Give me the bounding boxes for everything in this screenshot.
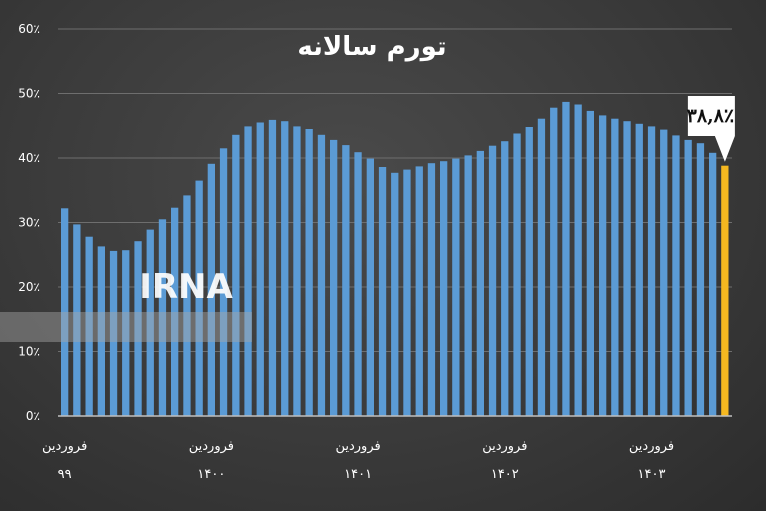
bar xyxy=(378,167,387,416)
y-tick-label: 20٪ xyxy=(18,280,40,294)
bar xyxy=(158,219,167,416)
bar xyxy=(415,166,423,416)
callout-label: ۳۸,۸٪ xyxy=(687,105,734,127)
bar xyxy=(268,119,277,417)
bar xyxy=(219,148,228,417)
bar xyxy=(85,236,93,416)
bar xyxy=(550,107,558,416)
x-tick-month: فروردین xyxy=(629,439,674,454)
bar xyxy=(97,246,105,416)
x-tick-year: ۱۴۰۱ xyxy=(344,467,372,482)
bar xyxy=(73,224,81,416)
bar xyxy=(476,150,484,416)
bar xyxy=(207,163,215,416)
chart-title: تورم سالانه xyxy=(297,32,446,62)
bar xyxy=(232,134,240,417)
bar xyxy=(452,158,460,416)
bar xyxy=(171,207,179,416)
x-tick-year: ۱۴۰۲ xyxy=(491,467,519,482)
x-tick-year: ۱۴۰۰ xyxy=(197,467,225,482)
bar xyxy=(195,180,203,416)
bar xyxy=(696,143,705,416)
bar xyxy=(366,158,374,416)
bar xyxy=(574,104,582,416)
bar xyxy=(305,129,313,416)
y-tick-label: 60٪ xyxy=(18,22,40,36)
y-tick-label: 0٪ xyxy=(26,409,40,423)
bar xyxy=(342,145,350,416)
bar xyxy=(635,123,643,417)
y-tick-label: 30٪ xyxy=(18,216,40,230)
bar xyxy=(146,229,154,416)
bar xyxy=(611,118,619,416)
bar xyxy=(317,134,326,417)
bar xyxy=(440,161,448,416)
bar xyxy=(647,126,656,417)
bar xyxy=(623,121,631,416)
bar xyxy=(244,126,252,417)
bar xyxy=(501,141,509,416)
x-tick-month: فروردین xyxy=(335,439,380,454)
x-tick-month: فروردین xyxy=(482,439,527,454)
watermark-band xyxy=(0,312,252,342)
bar xyxy=(684,139,692,416)
bar xyxy=(61,208,69,416)
bar xyxy=(293,126,301,417)
bar xyxy=(537,118,546,416)
x-tick-month: فروردین xyxy=(189,439,234,454)
bar xyxy=(256,122,264,416)
bar xyxy=(464,155,472,416)
bar xyxy=(330,139,338,416)
x-tick-year: ۹۹ xyxy=(58,467,72,482)
bar xyxy=(586,110,594,417)
irna-logo: IRNA xyxy=(139,267,233,307)
bar xyxy=(354,152,362,416)
y-tick-label: 10٪ xyxy=(18,345,40,359)
bar xyxy=(672,135,680,416)
highlight-bar xyxy=(721,165,729,416)
callout-arrow xyxy=(687,96,735,162)
bar xyxy=(488,145,497,416)
bar xyxy=(122,250,130,416)
x-tick-month: فروردین xyxy=(42,439,87,454)
bar xyxy=(427,163,436,416)
bar xyxy=(660,129,668,416)
x-tick-year: ۱۴۰۳ xyxy=(638,467,666,482)
bar xyxy=(391,172,399,416)
bar xyxy=(134,241,142,416)
bar xyxy=(403,169,411,416)
bar xyxy=(183,195,191,416)
bar xyxy=(599,115,607,417)
y-tick-label: 40٪ xyxy=(18,151,40,165)
bar xyxy=(709,152,717,417)
bar xyxy=(281,121,289,416)
bar xyxy=(562,101,570,417)
bar xyxy=(525,127,533,416)
y-tick-label: 50٪ xyxy=(18,87,40,101)
bar xyxy=(109,250,118,416)
bar xyxy=(513,133,521,416)
